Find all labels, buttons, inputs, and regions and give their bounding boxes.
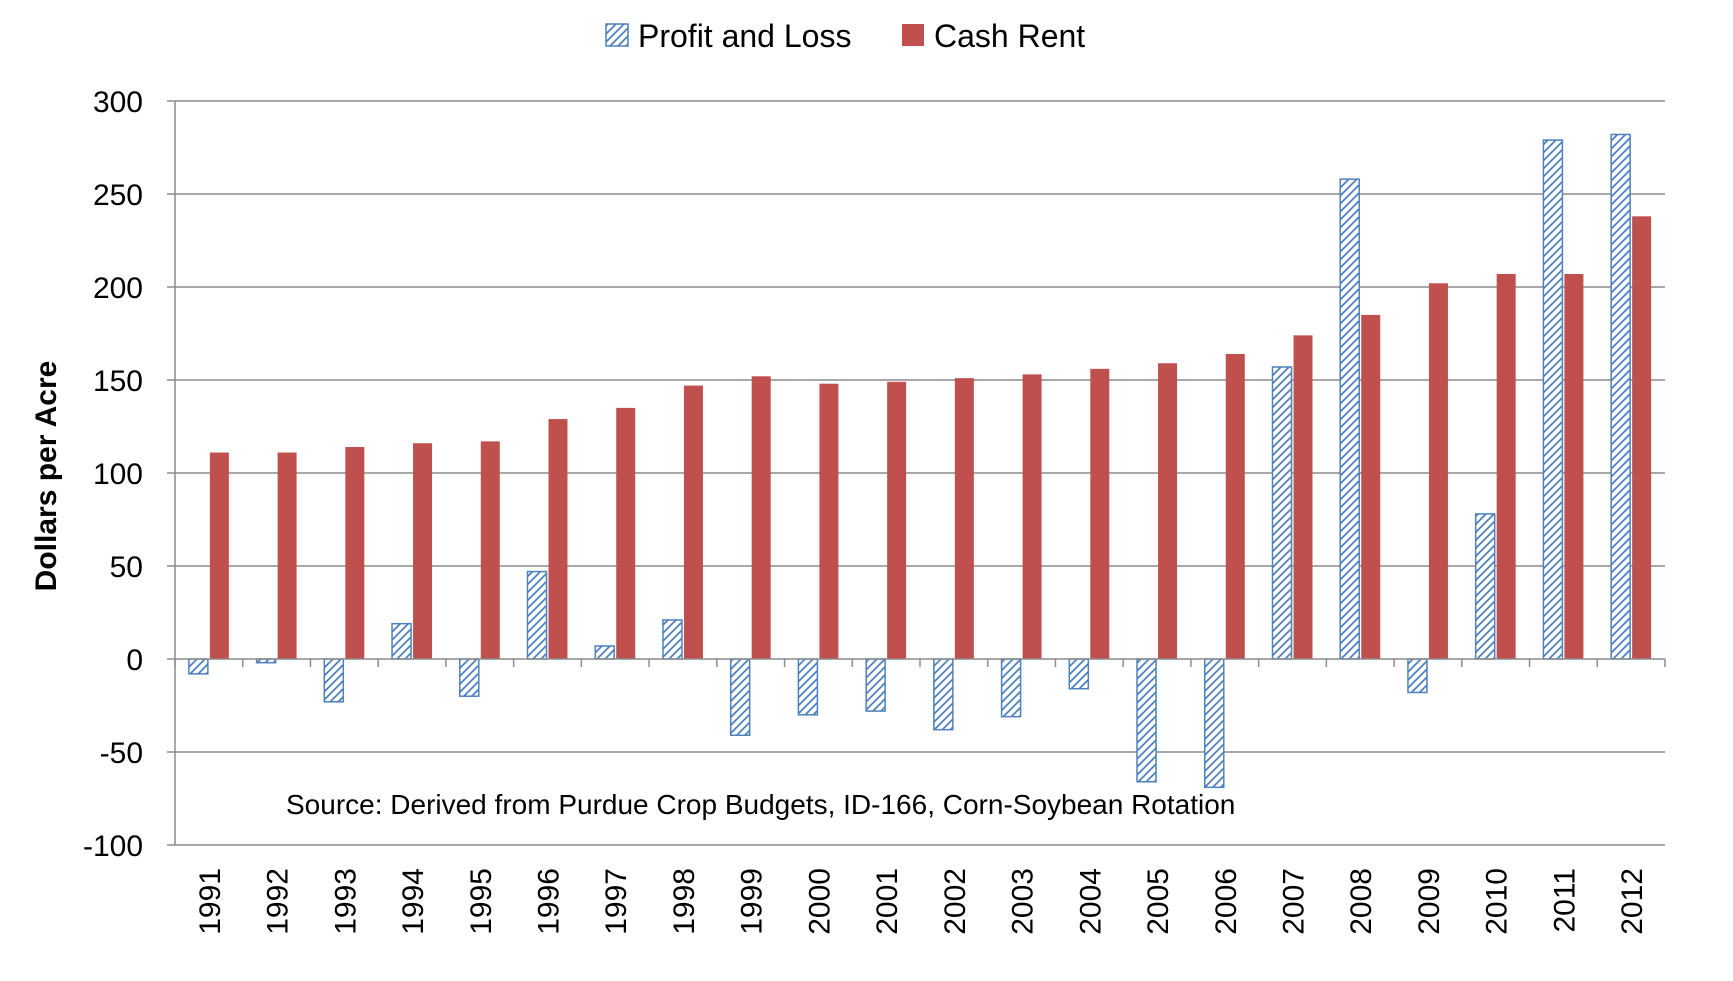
cash-rent-bar xyxy=(277,452,297,659)
profit-and-loss-bar xyxy=(1068,658,1090,690)
x-tick-label: 1993 xyxy=(329,868,362,935)
legend: Profit and Loss Cash Rent xyxy=(605,18,1085,54)
profit-and-loss-bar xyxy=(1542,139,1564,660)
x-tick-label: 2008 xyxy=(1345,868,1378,935)
cash-rent-bar xyxy=(616,407,636,659)
cash-rent-bar xyxy=(1428,283,1448,659)
x-tick-labels: 1991 1992 1993 1994 1995 1996 1997 1998 1999 2000… xyxy=(194,868,1649,935)
x-tick-label: 2012 xyxy=(1616,868,1649,935)
y-tick-label: -50 xyxy=(100,737,143,770)
axes xyxy=(167,100,1666,846)
x-tick-label: 1999 xyxy=(736,868,769,935)
cash-rent-bar xyxy=(1632,216,1652,659)
profit-and-loss-bar xyxy=(1136,658,1157,783)
y-axis-title: Dollars per Acre xyxy=(30,361,63,592)
x-tick-label: 1997 xyxy=(600,868,633,935)
x-tick-label: 1995 xyxy=(465,868,498,935)
profit-and-loss-bar xyxy=(865,658,886,712)
x-tick-label: 2002 xyxy=(939,868,972,935)
profit-and-loss-bar xyxy=(729,658,751,737)
profit-and-loss-bar xyxy=(1474,513,1496,660)
bars xyxy=(188,133,1652,789)
x-tick-label: 1992 xyxy=(262,868,295,935)
legend-swatch-cash-rent xyxy=(902,24,924,46)
legend-label-profit-and-loss: Profit and Loss xyxy=(638,18,851,54)
cash-rent-bar xyxy=(887,381,907,659)
profit-and-loss-bar xyxy=(526,570,548,660)
profit-and-loss-bar xyxy=(1339,178,1360,660)
profit-and-loss-bar xyxy=(1271,366,1293,660)
cash-rent-bar xyxy=(548,419,568,659)
cash-rent-bar xyxy=(1022,374,1042,659)
cash-rent-bar xyxy=(480,441,500,659)
y-tick-label: 250 xyxy=(93,179,143,212)
x-tick-label: 1994 xyxy=(397,868,430,935)
x-tick-label: 2009 xyxy=(1413,868,1446,935)
y-tick-label: 0 xyxy=(126,644,143,677)
legend-label-cash-rent: Cash Rent xyxy=(934,18,1085,54)
y-tick-labels: -100 -50 0 50 100 150 200 250 300 xyxy=(83,86,143,863)
x-tick-label: 2005 xyxy=(1142,868,1175,935)
legend-swatch-profit-and-loss xyxy=(605,23,629,47)
y-tick-label: 300 xyxy=(93,86,143,119)
x-tick-label: 1996 xyxy=(533,868,566,935)
cash-rent-bar xyxy=(413,443,433,659)
x-tick-label: 2001 xyxy=(871,868,904,935)
y-tick-label: -100 xyxy=(83,830,143,863)
x-tick-label: 2007 xyxy=(1278,868,1311,935)
profit-and-loss-bar xyxy=(1204,658,1225,789)
y-tick-label: 150 xyxy=(93,365,143,398)
profit-and-loss-bar xyxy=(797,658,819,716)
y-tick-label: 100 xyxy=(93,458,143,491)
profit-and-loss-bar xyxy=(1610,133,1631,660)
cash-rent-bar xyxy=(1158,363,1178,659)
x-tick-label: 2003 xyxy=(1007,868,1040,935)
cash-rent-bar xyxy=(1090,368,1110,659)
cash-rent-bar xyxy=(819,383,839,659)
cash-rent-bar xyxy=(1361,314,1381,659)
x-tick-label: 1991 xyxy=(194,868,227,935)
cash-rent-bar xyxy=(954,378,974,659)
cash-rent-bar xyxy=(1293,335,1313,659)
x-tick-label: 2011 xyxy=(1548,868,1581,933)
profit-and-loss-bar xyxy=(662,619,683,660)
y-tick-label: 200 xyxy=(93,272,143,305)
x-tick-label: 1998 xyxy=(668,868,701,935)
profit-and-loss-bar xyxy=(323,658,345,703)
x-tick-label: 2004 xyxy=(1074,868,1107,935)
profit-and-loss-bar xyxy=(594,645,615,660)
profit-and-loss-bar xyxy=(459,658,480,697)
profit-and-loss-bar xyxy=(1407,658,1428,694)
cash-rent-bar xyxy=(1496,273,1516,659)
profit-and-loss-bar xyxy=(1000,658,1022,718)
cash-rent-bar xyxy=(683,385,703,659)
x-tick-label: 2000 xyxy=(803,868,836,935)
x-tick-label: 2006 xyxy=(1210,868,1243,935)
cash-rent-bar xyxy=(345,446,365,659)
cash-rent-bar xyxy=(1225,353,1245,659)
source-annotation: Source: Derived from Purdue Crop Budgets… xyxy=(286,789,1235,820)
cash-rent-bar xyxy=(751,376,771,659)
profit-and-loss-bar xyxy=(933,658,954,731)
cash-rent-bar xyxy=(1564,273,1584,659)
y-tick-label: 50 xyxy=(110,551,143,584)
x-tick-label: 2010 xyxy=(1481,868,1514,935)
profit-and-loss-bar xyxy=(188,658,209,675)
profit-and-loss-bar xyxy=(391,622,412,660)
cash-rent-bar xyxy=(209,452,229,659)
